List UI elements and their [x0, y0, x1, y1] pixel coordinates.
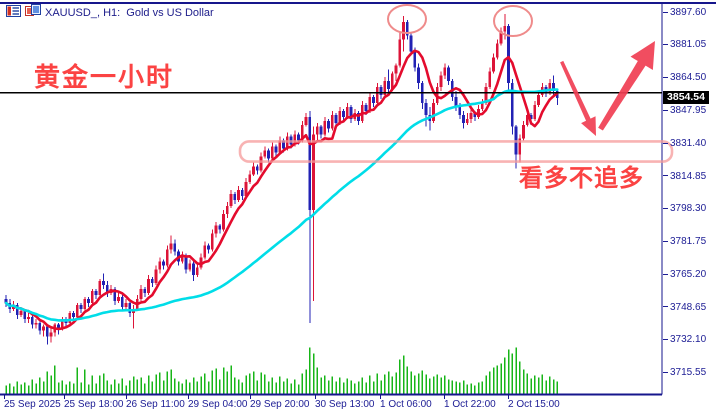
chart-objects-icon — [25, 4, 41, 22]
time-tick-label: 29 Sep 04:00 — [188, 399, 248, 410]
data-window-icon — [6, 4, 21, 22]
time-tick-mark — [508, 395, 509, 399]
time-tick-label: 1 Oct 06:00 — [380, 399, 432, 410]
time-tick-label: 2 Oct 15:00 — [508, 399, 560, 410]
time-tick-mark — [315, 395, 316, 399]
price-tick-label: 3798.30 — [663, 203, 706, 214]
price-tick-label: 3781.75 — [663, 236, 706, 247]
price-tick-label: 3748.65 — [663, 302, 706, 313]
time-tick-mark — [188, 395, 189, 399]
chart-title: XAUUSD_, H1: Gold vs US Dollar — [45, 7, 214, 19]
price-tick-label: 3897.60 — [663, 7, 706, 18]
price-tick-label: 3765.20 — [663, 269, 706, 280]
time-tick-mark — [380, 395, 381, 399]
window-top-border — [0, 2, 716, 4]
time-tick-mark — [64, 395, 65, 399]
time-tick-label: 1 Oct 22:00 — [444, 399, 496, 410]
annotation-gold-hourly: 黄金一小时 — [34, 62, 175, 92]
price-tick-label: 3864.50 — [663, 72, 706, 83]
chart-header: XAUUSD_, H1: Gold vs US Dollar — [6, 4, 214, 22]
time-tick-label: 29 Sep 20:00 — [250, 399, 310, 410]
time-tick-label: 26 Sep 11:00 — [126, 399, 185, 410]
current-price-badge: 3854.54 — [663, 91, 709, 105]
price-tick-label: 3881.05 — [663, 39, 706, 50]
time-tick-mark — [4, 395, 5, 399]
time-tick-label: 30 Sep 13:00 — [315, 399, 375, 410]
annotation-bullish-no-chase: 看多不追多 — [519, 165, 644, 192]
time-tick-label: 25 Sep 18:00 — [64, 399, 124, 410]
price-tick-label: 3831.40 — [663, 138, 706, 149]
time-tick-label: 25 Sep 2025 — [4, 399, 61, 410]
time-tick-mark — [126, 395, 127, 399]
price-tick-label: 3715.55 — [663, 367, 706, 378]
time-tick-mark — [250, 395, 251, 399]
time-tick-mark — [444, 395, 445, 399]
price-tick-label: 3814.85 — [663, 171, 706, 182]
price-tick-label: 3732.10 — [663, 334, 706, 345]
price-tick-label: 3847.95 — [663, 105, 706, 116]
